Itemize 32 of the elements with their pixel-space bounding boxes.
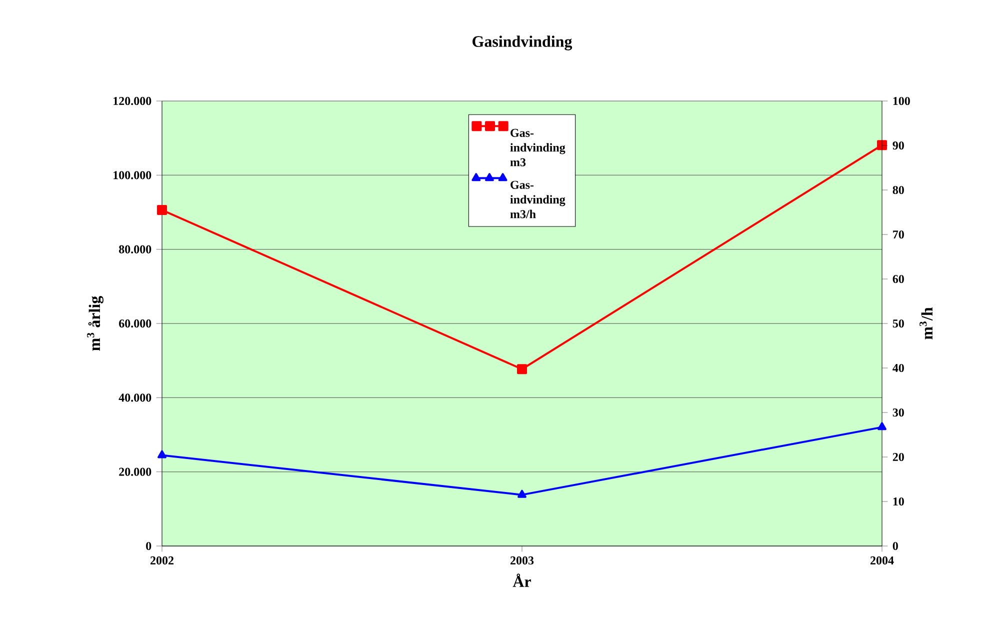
y2-tick-label: 60 — [892, 274, 904, 284]
point — [878, 422, 886, 430]
point — [158, 450, 166, 458]
y2-tick-label: 100 — [893, 96, 910, 106]
legend-label: Gas-indvinding m3 — [510, 128, 566, 166]
y2-tick-label: 80 — [892, 186, 904, 194]
y2-tick-label: 70 — [893, 230, 904, 239]
x-tick-label: 2002 — [150, 556, 174, 565]
y-tick-label: 80.000 — [118, 245, 152, 254]
y-axis-title: m$^{3}$ årlig — [87, 296, 104, 351]
point — [518, 490, 526, 498]
y2-tick-label: 10 — [893, 497, 904, 506]
legend-label: Gas-indvinding m3/h — [510, 180, 566, 218]
x-tick-label: 2003 — [510, 556, 534, 565]
y-tick-label: 100.000 — [114, 171, 152, 180]
y2-tick-label: 50 — [892, 319, 904, 328]
x-tick-label: 2004 — [870, 556, 894, 565]
chart-title: Gasindvinding — [472, 36, 572, 50]
y2-axis-title: m$^{3}$/h — [920, 307, 933, 340]
y-tick-label: 60.000 — [119, 319, 152, 328]
x-axis-title: År — [512, 574, 531, 587]
point — [517, 364, 528, 374]
y2-tick-label: 40 — [892, 364, 904, 372]
y2-tick-label: 0 — [892, 542, 898, 550]
y-tick-label: 40.000 — [118, 394, 152, 402]
y-tick-label: 0 — [146, 542, 152, 550]
y2-tick-label: 30 — [892, 408, 904, 417]
y2-tick-label: 90 — [892, 141, 904, 150]
point — [157, 205, 167, 216]
y2-tick-label: 20 — [892, 452, 904, 462]
y-tick-label: 20.000 — [119, 468, 152, 476]
y-tick-label: 120.000 — [114, 96, 152, 106]
